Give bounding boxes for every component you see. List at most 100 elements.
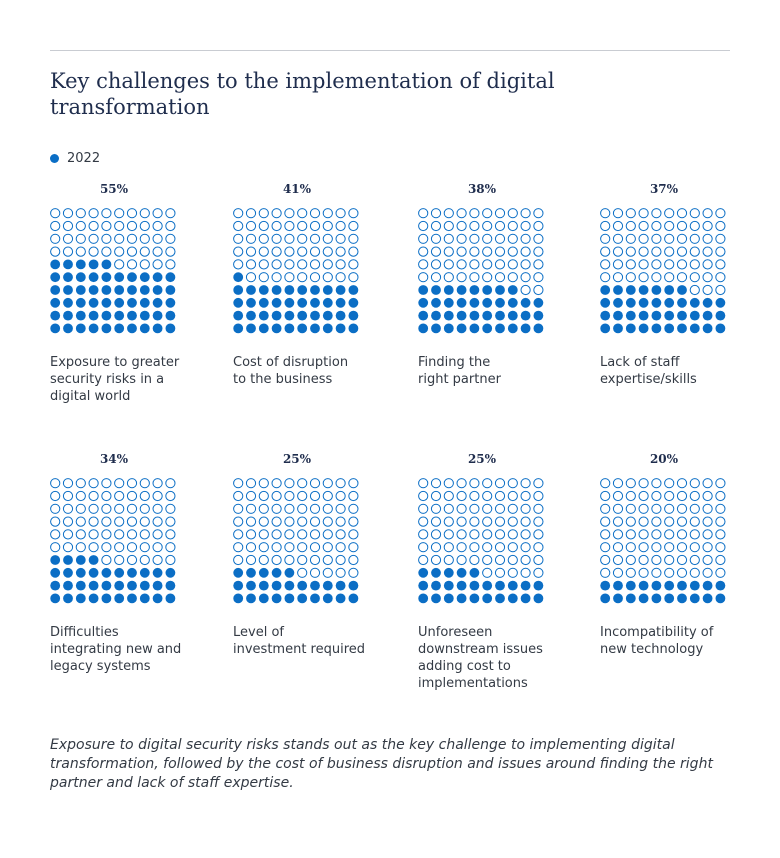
waffle-dot-filled — [88, 285, 99, 295]
waffle-dot-empty — [430, 529, 442, 540]
waffle-dot-filled — [139, 272, 150, 283]
waffle-dot-empty — [702, 554, 713, 566]
waffle-dot-filled — [310, 323, 320, 334]
waffle-dot-filled — [482, 593, 493, 604]
waffle-dot-empty — [533, 478, 544, 489]
waffle-dot-empty — [233, 246, 244, 257]
waffle-dot-empty — [676, 567, 688, 578]
waffle-dot-empty — [469, 503, 480, 514]
waffle-dot-empty — [348, 554, 359, 566]
waffle-dot-empty — [297, 208, 308, 219]
waffle-dot-empty — [520, 503, 531, 514]
waffle-dot-filled — [322, 297, 333, 308]
waffle-dot-filled — [431, 285, 441, 295]
waffle-dot-empty — [482, 529, 493, 540]
waffle-dot-empty — [284, 259, 295, 270]
waffle-dot-filled — [431, 580, 441, 591]
waffle-dot-empty — [126, 259, 138, 270]
waffle-dot-empty — [456, 554, 467, 566]
waffle-dot-empty — [507, 567, 518, 578]
waffle-grid — [418, 478, 544, 604]
waffle-dot-empty — [50, 246, 61, 257]
waffle-dot-empty — [152, 208, 163, 219]
waffle-grid — [50, 208, 176, 334]
waffle-dot-empty — [638, 246, 649, 257]
waffle-dot-filled — [101, 310, 112, 321]
waffle-dot-filled — [613, 285, 623, 295]
waffle-dot-empty — [335, 490, 346, 502]
waffle-dot-empty — [638, 220, 649, 232]
waffle-dot-filled — [677, 323, 687, 334]
waffle-dot-empty — [430, 259, 442, 270]
waffle-dot-filled — [114, 580, 125, 591]
waffle-dot-empty — [335, 516, 346, 527]
waffle-dot-empty — [271, 272, 282, 283]
waffle-dot-empty — [664, 233, 675, 244]
waffle-dot-filled — [258, 285, 269, 295]
waffle-dot-empty — [114, 233, 125, 244]
waffle-dot-empty — [258, 246, 269, 257]
waffle-dot-filled — [88, 310, 99, 321]
waffle-dot-filled — [271, 580, 282, 591]
waffle-dot-empty — [482, 490, 493, 502]
waffle-dot-filled — [715, 310, 726, 321]
category-label-line: legacy systems — [50, 659, 151, 674]
waffle-dot-empty — [612, 554, 624, 566]
waffle-dot-empty — [335, 542, 346, 553]
waffle-dot-filled — [418, 580, 429, 591]
waffle-dot-filled — [507, 297, 518, 308]
waffle-dot-filled — [600, 323, 611, 334]
waffle-dot-empty — [309, 567, 321, 578]
percent-label: 41% — [282, 182, 312, 196]
waffle-dot-empty — [664, 554, 675, 566]
waffle-dot-empty — [50, 529, 61, 540]
waffle-dot-empty — [271, 503, 282, 514]
waffle-dot-filled — [715, 323, 726, 334]
waffle-dot-empty — [88, 233, 99, 244]
waffle-dot-empty — [638, 554, 649, 566]
waffle-dot-empty — [638, 516, 649, 527]
waffle-dot-empty — [430, 542, 442, 553]
percent-label: 38% — [467, 182, 497, 196]
waffle-dot-filled — [664, 580, 675, 591]
waffle-dot-empty — [612, 220, 624, 232]
waffle-dot-empty — [600, 233, 611, 244]
waffle-dot-empty — [245, 259, 257, 270]
waffle-dot-filled — [469, 297, 480, 308]
waffle-dot-filled — [127, 285, 137, 295]
waffle-dot-filled — [443, 297, 454, 308]
waffle-dot-filled — [348, 323, 359, 334]
waffle-dot-filled — [152, 323, 163, 334]
waffle-dot-filled — [482, 285, 493, 295]
waffle-dot-empty — [520, 246, 531, 257]
waffle-dot-empty — [62, 233, 74, 244]
category-label-line: Unforeseen — [418, 625, 493, 640]
waffle-dot-empty — [507, 272, 518, 283]
waffle-dot-empty — [507, 503, 518, 514]
waffle-dot-filled — [63, 323, 73, 334]
waffle-dot-empty — [297, 542, 308, 553]
waffle-dot-filled — [322, 323, 333, 334]
waffle-dot-empty — [88, 220, 99, 232]
waffle-dot-empty — [418, 233, 429, 244]
waffle-dot-empty — [322, 490, 333, 502]
category-label-line: to the business — [233, 372, 333, 387]
waffle-dot-empty — [233, 554, 244, 566]
waffle-dot-empty — [715, 567, 726, 578]
waffle-dot-filled — [638, 593, 649, 604]
waffle-dot-empty — [258, 542, 269, 553]
waffle-dot-filled — [677, 285, 687, 295]
waffle-dot-filled — [101, 323, 112, 334]
waffle-dot-empty — [715, 246, 726, 257]
waffle-dot-empty — [651, 490, 662, 502]
waffle-dot-empty — [715, 554, 726, 566]
category-label-line: Level of — [233, 625, 284, 640]
waffle-dot-empty — [430, 272, 442, 283]
waffle-dot-empty — [114, 208, 125, 219]
waffle-dot-filled — [165, 272, 176, 283]
waffle-dot-empty — [625, 542, 636, 553]
waffle-dot-empty — [233, 259, 244, 270]
waffle-dot-empty — [507, 516, 518, 527]
waffle-dot-filled — [88, 580, 99, 591]
waffle-dot-empty — [676, 233, 688, 244]
